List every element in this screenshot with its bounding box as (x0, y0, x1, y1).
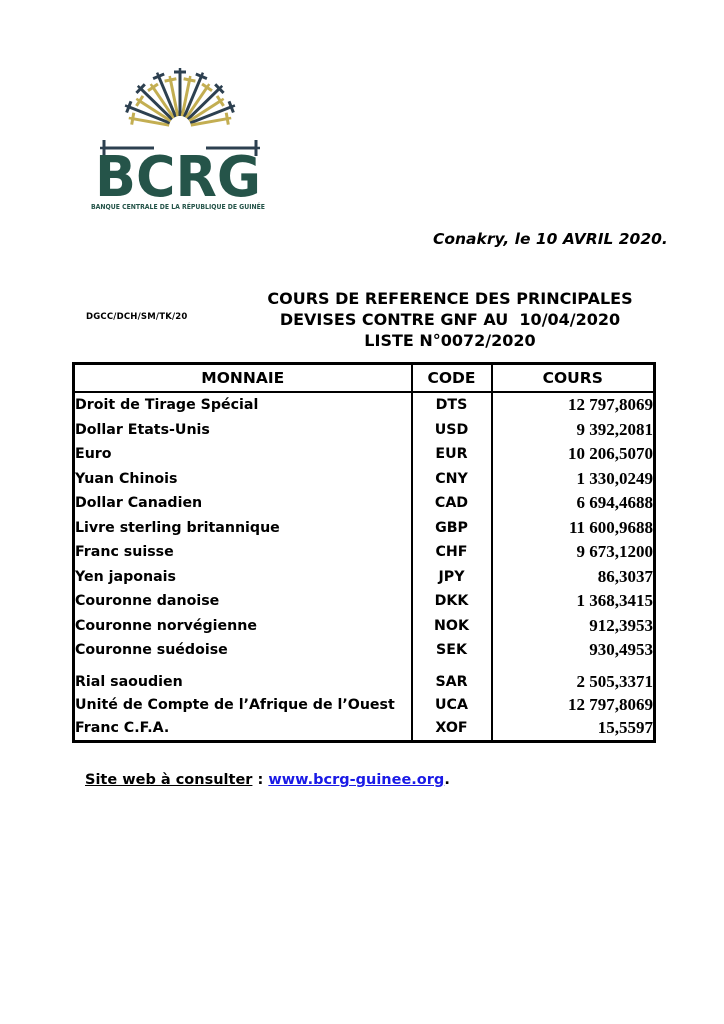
currency-name: Rial saoudien (72, 662, 413, 694)
table-row: Yen japonais JPY 86,3037 (72, 564, 656, 589)
currency-name: Euro (72, 442, 413, 467)
table-row: Dollar Canadien CAD 6 694,4688 (72, 491, 656, 516)
currency-rate: 10 206,5070 (490, 442, 656, 467)
table-row: Couronne suédoise SEK 930,4953 (72, 638, 656, 663)
header-code: CODE (410, 363, 493, 393)
currency-rate: 9 673,1200 (490, 540, 656, 565)
table-row: Rial saoudien SAR 2 505,3371 (72, 662, 656, 694)
currency-code: NOK (410, 613, 493, 638)
document-title: COURS DE REFERENCE DES PRINCIPALES DEVIS… (160, 288, 724, 351)
table-row: Euro EUR 10 206,5070 (72, 442, 656, 467)
currency-code: CNY (410, 466, 493, 491)
table-row: Unité de Compte de l’Afrique de l’Ouest … (72, 693, 656, 717)
bcrg-logo-svg: BCRG BANQUE CENTRALE DE LA RÉPUBLIQUE DE… (91, 68, 265, 211)
currency-code: CHF (410, 540, 493, 565)
currency-name: Dollar Etats-Unis (72, 417, 413, 442)
currency-rate: 6 694,4688 (490, 491, 656, 516)
table-row: Livre sterling britannique GBP 11 600,96… (72, 515, 656, 540)
table-row: Franc C.F.A. XOF 15,5597 (72, 716, 656, 741)
currency-name: Franc C.F.A. (72, 716, 413, 741)
currency-name: Droit de Tirage Spécial (72, 392, 413, 418)
currency-code: SEK (410, 638, 493, 663)
table-row: Couronne danoise DKK 1 368,3415 (72, 589, 656, 614)
table-row: Franc suisse CHF 9 673,1200 (72, 540, 656, 565)
currency-rate: 9 392,2081 (490, 417, 656, 442)
footer-period: . (444, 772, 450, 788)
title-line-2: DEVISES CONTRE GNF AU 10/04/2020 (279, 310, 621, 329)
currency-rate: 930,4953 (490, 638, 656, 663)
header-cours: COURS (490, 363, 656, 393)
currency-code: GBP (410, 515, 493, 540)
currency-code: EUR (410, 442, 493, 467)
title-line-3: LISTE N°0072/2020 (364, 331, 536, 350)
table-header-row: MONNAIE CODE COURS (72, 363, 656, 393)
currency-name: Unité de Compte de l’Afrique de l’Ouest (72, 693, 413, 717)
currency-name: Couronne norvégienne (72, 613, 413, 638)
currency-code: UCA (410, 693, 493, 717)
currency-name: Livre sterling britannique (72, 515, 413, 540)
currency-rate: 12 797,8069 (490, 392, 656, 418)
currency-code: DTS (410, 392, 493, 418)
currency-code: CAD (410, 491, 493, 516)
currency-rate: 2 505,3371 (490, 662, 656, 694)
footer: Site web à consulter : www.bcrg-guinee.o… (85, 772, 450, 788)
currency-name: Yen japonais (72, 564, 413, 589)
currency-rate: 1 330,0249 (490, 466, 656, 491)
website-link[interactable]: www.bcrg-guinee.org (268, 772, 445, 788)
table-row: Yuan Chinois CNY 1 330,0249 (72, 466, 656, 491)
currency-name: Couronne danoise (72, 589, 413, 614)
currency-name: Dollar Canadien (72, 491, 413, 516)
footer-separator: : (252, 772, 269, 788)
title-line-1: COURS DE REFERENCE DES PRINCIPALES (267, 289, 633, 308)
currency-code: USD (410, 417, 493, 442)
table-row: Droit de Tirage Spécial DTS 12 797,8069 (72, 392, 656, 418)
currency-name: Yuan Chinois (72, 466, 413, 491)
exchange-rates-table: MONNAIE CODE COURS Droit de Tirage Spéci… (72, 362, 656, 743)
currency-code: SAR (410, 662, 493, 694)
currency-name: Couronne suédoise (72, 638, 413, 663)
currency-rate: 86,3037 (490, 564, 656, 589)
currency-rate: 15,5597 (490, 716, 656, 741)
currency-code: JPY (410, 564, 493, 589)
currency-name: Franc suisse (72, 540, 413, 565)
table-row: Couronne norvégienne NOK 912,3953 (72, 613, 656, 638)
currency-rate: 912,3953 (490, 613, 656, 638)
header-monnaie: MONNAIE (72, 363, 413, 393)
reference-number: DGCC/DCH/SM/TK/20 (86, 312, 188, 322)
dateline: Conakry, le 10 AVRIL 2020. (433, 230, 668, 248)
currency-code: XOF (410, 716, 493, 741)
site-label: Site web à consulter (85, 772, 253, 788)
logo-acronym: BCRG (95, 145, 261, 210)
logo-fan-rays-icon (100, 68, 260, 156)
bcrg-logo: BCRG BANQUE CENTRALE DE LA RÉPUBLIQUE DE… (88, 60, 268, 212)
table-row: Dollar Etats-Unis USD 9 392,2081 (72, 417, 656, 442)
currency-code: DKK (410, 589, 493, 614)
currency-rate: 12 797,8069 (490, 693, 656, 717)
currency-rate: 1 368,3415 (490, 589, 656, 614)
logo-subtitle: BANQUE CENTRALE DE LA RÉPUBLIQUE DE GUIN… (91, 202, 265, 211)
currency-rate: 11 600,9688 (490, 515, 656, 540)
